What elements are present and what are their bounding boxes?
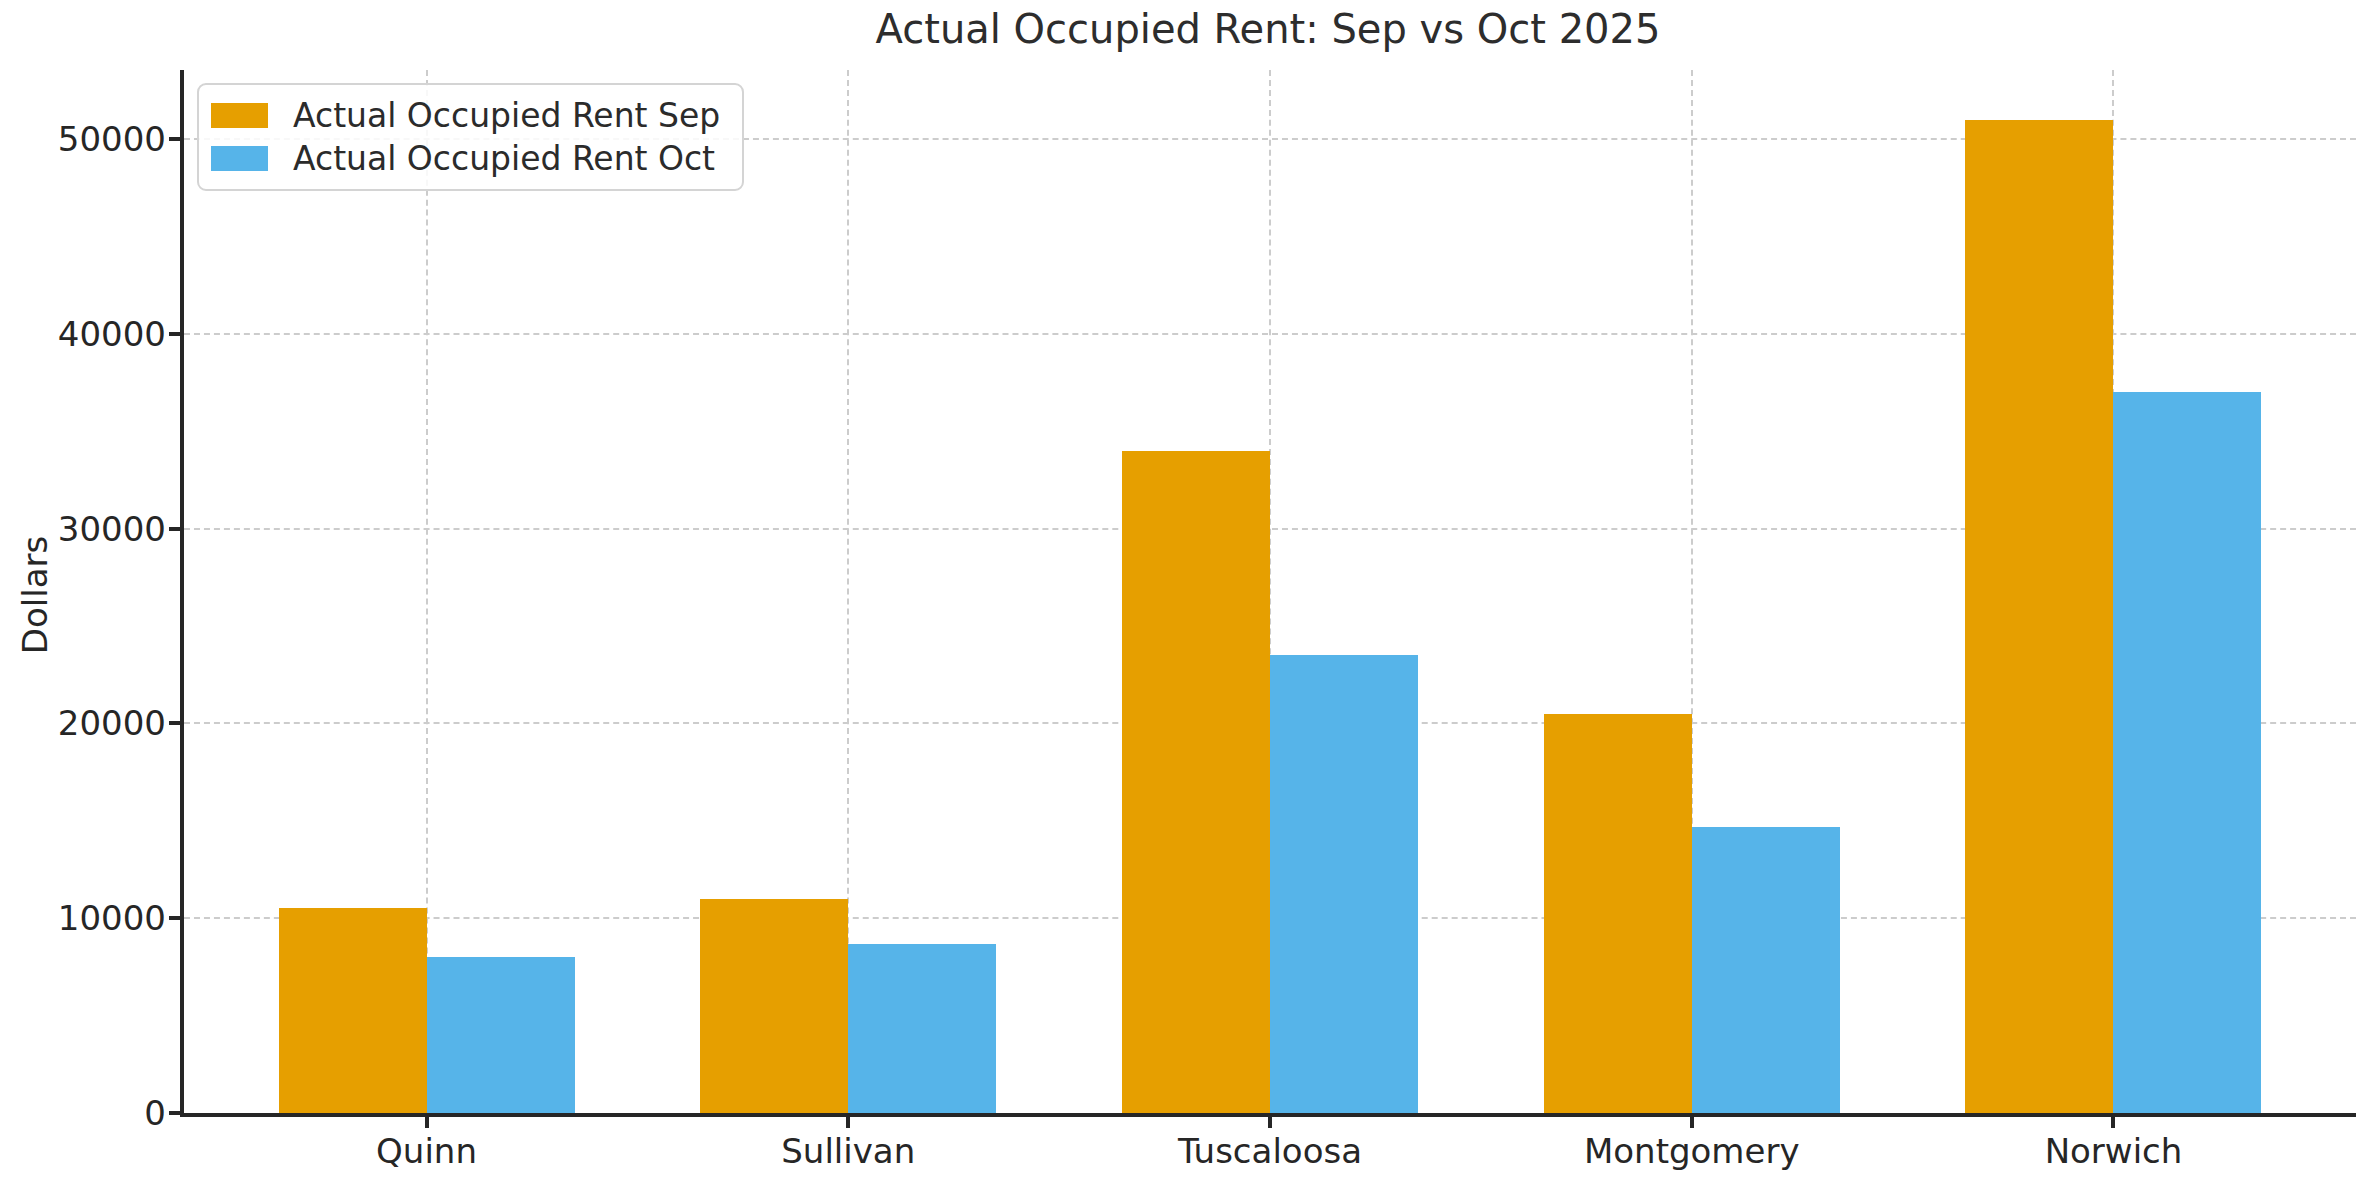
bar-tuscaloosa-oct: [1270, 655, 1418, 1113]
x-tick-mark-sullivan: [846, 1117, 850, 1128]
bar-norwich-sep: [1965, 120, 2113, 1113]
legend-label-sep: Actual Occupied Rent Sep: [293, 96, 720, 135]
x-tick-label-quinn: Quinn: [376, 1131, 477, 1171]
bar-montgomery-oct: [1692, 827, 1840, 1113]
plot-area: Actual Occupied Rent Sep Actual Occupied…: [180, 70, 2356, 1117]
x-tick-label-tuscaloosa: Tuscaloosa: [1178, 1131, 1362, 1171]
x-tick-mark-quinn: [425, 1117, 429, 1128]
y-tick-label-10000: 10000: [0, 898, 166, 938]
x-tick-mark-tuscaloosa: [1268, 1117, 1272, 1128]
bar-montgomery-sep: [1544, 714, 1692, 1113]
y-tick-mark-10000: [169, 916, 180, 920]
y-tick-label-40000: 40000: [0, 314, 166, 354]
bar-norwich-oct: [2113, 392, 2261, 1113]
y-tick-mark-40000: [169, 332, 180, 336]
x-tick-label-sullivan: Sullivan: [781, 1131, 915, 1171]
legend-item-sep: Actual Occupied Rent Sep: [211, 94, 720, 137]
y-tick-label-0: 0: [0, 1093, 166, 1133]
y-tick-label-30000: 30000: [0, 509, 166, 549]
legend-swatch-oct-icon: [211, 146, 268, 171]
chart-title: Actual Occupied Rent: Sep vs Oct 2025: [180, 6, 2356, 52]
legend: Actual Occupied Rent Sep Actual Occupied…: [197, 83, 744, 191]
legend-label-oct: Actual Occupied Rent Oct: [293, 139, 715, 178]
y-tick-mark-30000: [169, 527, 180, 531]
bar-quinn-oct: [427, 957, 575, 1113]
y-tick-label-20000: 20000: [0, 703, 166, 743]
y-tick-mark-50000: [169, 137, 180, 141]
y-tick-mark-20000: [169, 721, 180, 725]
legend-item-oct: Actual Occupied Rent Oct: [211, 137, 720, 180]
x-tick-mark-montgomery: [1690, 1117, 1694, 1128]
bar-sullivan-sep: [700, 899, 848, 1113]
bar-sullivan-oct: [848, 944, 996, 1113]
x-tick-label-norwich: Norwich: [2045, 1131, 2183, 1171]
x-tick-label-montgomery: Montgomery: [1584, 1131, 1800, 1171]
legend-swatch-sep-icon: [211, 103, 268, 128]
y-tick-mark-0: [169, 1111, 180, 1115]
y-axis-label: Dollars: [15, 536, 55, 654]
chart-canvas: Actual Occupied Rent: Sep vs Oct 2025 Do…: [0, 0, 2379, 1180]
bar-tuscaloosa-sep: [1122, 451, 1270, 1113]
x-tick-mark-norwich: [2111, 1117, 2115, 1128]
y-tick-label-50000: 50000: [0, 119, 166, 159]
bar-quinn-sep: [279, 908, 427, 1113]
